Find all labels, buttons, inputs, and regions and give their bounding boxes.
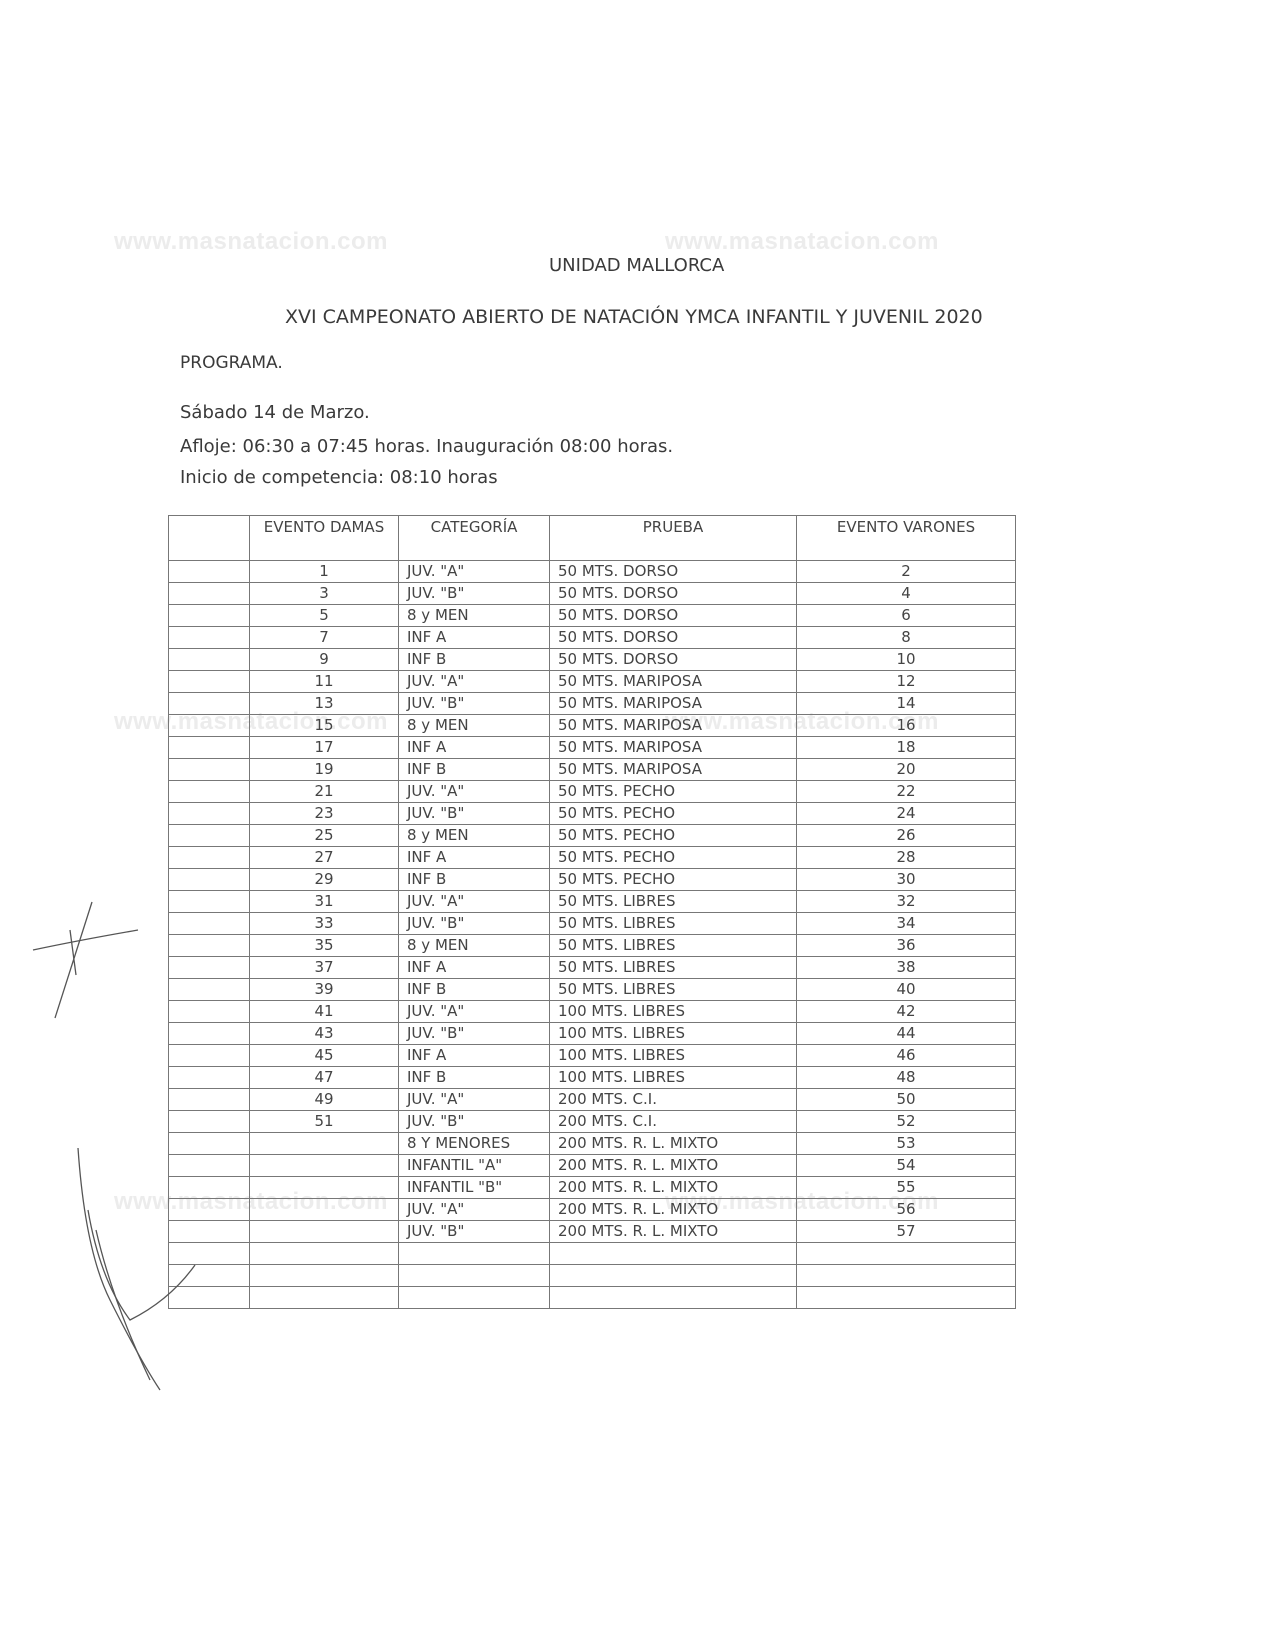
category-cell: JUV. "B": [398, 1110, 550, 1133]
table-row: 27 INF A 50 MTS. PECHO 28: [168, 846, 1016, 869]
table-row: 43 JUV. "B" 100 MTS. LIBRES 44: [168, 1022, 1016, 1045]
table-row: 9 INF B 50 MTS. DORSO 10: [168, 648, 1016, 671]
race-cell: 50 MTS. MARIPOSA: [549, 736, 797, 759]
race-cell: 50 MTS. DORSO: [549, 582, 797, 605]
event-damas-cell: 31: [249, 890, 399, 913]
table-row: 31 JUV. "A" 50 MTS. LIBRES 32: [168, 890, 1016, 913]
category-cell: INFANTIL "A": [398, 1154, 550, 1177]
warmup-time: Afloje: 06:30 a 07:45 horas. Inauguració…: [180, 436, 674, 457]
watermark: www.masnatacion.com: [665, 228, 940, 255]
event-damas-cell: 41: [249, 1000, 399, 1023]
category-cell: JUV. "A": [398, 780, 550, 803]
race-cell: 50 MTS. PECHO: [549, 846, 797, 869]
race-cell: 50 MTS. LIBRES: [549, 956, 797, 979]
table-row: 7 INF A 50 MTS. DORSO 8: [168, 626, 1016, 649]
race-cell: 100 MTS. LIBRES: [549, 1000, 797, 1023]
category-cell: INF A: [398, 1044, 550, 1067]
event-varones-cell: 24: [796, 802, 1016, 825]
start-time: Inicio de competencia: 08:10 horas: [180, 467, 498, 488]
document-title: XVI CAMPEONATO ABIERTO DE NATACIÓN YMCA …: [285, 306, 983, 328]
section-title: PROGRAMA.: [180, 353, 283, 373]
table-row: JUV. "A" 200 MTS. R. L. MIXTO 56: [168, 1198, 1016, 1221]
table-row: 23 JUV. "B" 50 MTS. PECHO 24: [168, 802, 1016, 825]
table-row: 11 JUV. "A" 50 MTS. MARIPOSA 12: [168, 670, 1016, 693]
event-varones-cell: 54: [796, 1154, 1016, 1177]
table-row: [168, 1286, 1016, 1309]
race-cell: 200 MTS. C.I.: [549, 1088, 797, 1111]
watermark: www.masnatacion.com: [114, 228, 389, 255]
column-header: EVENTO DAMAS: [249, 515, 399, 561]
event-date: Sábado 14 de Marzo.: [180, 402, 370, 423]
race-cell: 50 MTS. MARIPOSA: [549, 670, 797, 693]
table-row: JUV. "B" 200 MTS. R. L. MIXTO 57: [168, 1220, 1016, 1243]
event-varones-cell: 55: [796, 1176, 1016, 1199]
table-row: 8 Y MENORES 200 MTS. R. L. MIXTO 53: [168, 1132, 1016, 1155]
organization-name: UNIDAD MALLORCA: [549, 255, 725, 276]
race-cell: 200 MTS. R. L. MIXTO: [549, 1176, 797, 1199]
event-varones-cell: 42: [796, 1000, 1016, 1023]
race-cell: 50 MTS. LIBRES: [549, 890, 797, 913]
race-cell: 50 MTS. MARIPOSA: [549, 758, 797, 781]
category-cell: JUV. "B": [398, 692, 550, 715]
event-varones-cell: 57: [796, 1220, 1016, 1243]
table-row: 17 INF A 50 MTS. MARIPOSA 18: [168, 736, 1016, 759]
event-varones-cell: 46: [796, 1044, 1016, 1067]
category-cell: JUV. "A": [398, 670, 550, 693]
table-row: 41 JUV. "A" 100 MTS. LIBRES 42: [168, 1000, 1016, 1023]
table-row: 15 8 y MEN 50 MTS. MARIPOSA 16: [168, 714, 1016, 737]
column-header: EVENTO VARONES: [796, 515, 1016, 561]
category-cell: JUV. "A": [398, 1000, 550, 1023]
category-cell: INF A: [398, 626, 550, 649]
table-row: 51 JUV. "B" 200 MTS. C.I. 52: [168, 1110, 1016, 1133]
table-row: INFANTIL "B" 200 MTS. R. L. MIXTO 55: [168, 1176, 1016, 1199]
table-row: 49 JUV. "A" 200 MTS. C.I. 50: [168, 1088, 1016, 1111]
race-cell: 50 MTS. PECHO: [549, 780, 797, 803]
event-varones-cell: 52: [796, 1110, 1016, 1133]
category-cell: INF B: [398, 648, 550, 671]
race-cell: 50 MTS. LIBRES: [549, 978, 797, 1001]
table-row: 3 JUV. "B" 50 MTS. DORSO 4: [168, 582, 1016, 605]
race-cell: 50 MTS. LIBRES: [549, 934, 797, 957]
column-header: PRUEBA: [549, 515, 797, 561]
event-damas-cell: 43: [249, 1022, 399, 1045]
table-row: 47 INF B 100 MTS. LIBRES 48: [168, 1066, 1016, 1089]
event-varones-cell: 53: [796, 1132, 1016, 1155]
event-varones-cell: [796, 1286, 1016, 1309]
program-table: EVENTO DAMAS CATEGORÍA PRUEBA EVENTO VARONE…: [168, 515, 1016, 1309]
category-cell: INF A: [398, 846, 550, 869]
race-cell: 50 MTS. DORSO: [549, 626, 797, 649]
table-row: [168, 1264, 1016, 1287]
table-row: 21 JUV. "A" 50 MTS. PECHO 22: [168, 780, 1016, 803]
race-cell: 50 MTS. DORSO: [549, 648, 797, 671]
race-cell: 100 MTS. LIBRES: [549, 1022, 797, 1045]
race-cell: 200 MTS. R. L. MIXTO: [549, 1220, 797, 1243]
event-varones-cell: 32: [796, 890, 1016, 913]
